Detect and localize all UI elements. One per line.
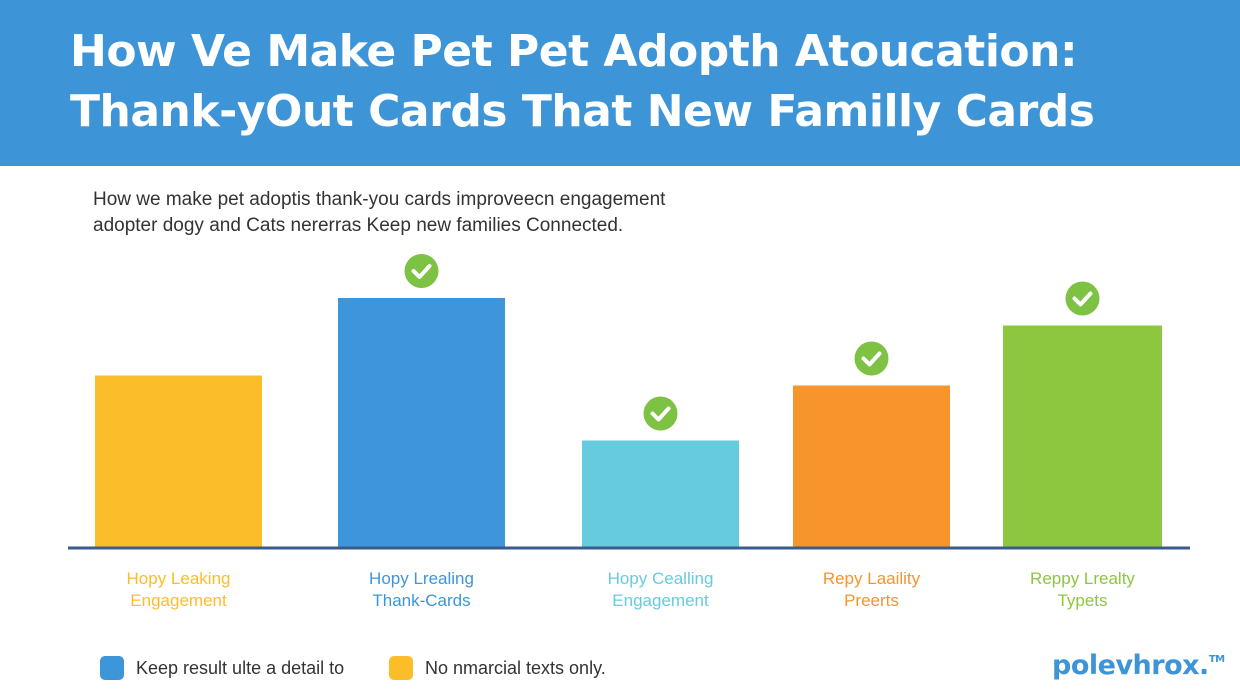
title-line-2: Thank-yOut Cards That New Familly Cards bbox=[70, 86, 1095, 137]
logo-tm: TM bbox=[1208, 654, 1225, 665]
bar bbox=[582, 440, 739, 548]
subtitle-line-1: How we make pet adoptis thank-you cards … bbox=[93, 189, 666, 210]
category-label: Engagement bbox=[130, 591, 227, 610]
check-icon bbox=[1065, 281, 1100, 316]
check-icon bbox=[643, 396, 678, 431]
check-icon bbox=[854, 341, 889, 376]
legend-swatch bbox=[100, 656, 124, 680]
subtitle-line-2: adopter dogy and Cats nererras Keep new … bbox=[93, 215, 624, 236]
legend-item: Keep result ulte a detail to bbox=[100, 656, 344, 680]
header-banner: How Ve Make Pet Pet Adopth Atoucation: T… bbox=[0, 0, 1240, 166]
category-label: Thank-Cards bbox=[372, 591, 470, 610]
logo: polevhrox.TM bbox=[1052, 650, 1225, 681]
bar bbox=[793, 385, 950, 548]
bar bbox=[338, 298, 505, 548]
legend-label: No nmarcial texts only. bbox=[425, 657, 606, 678]
subtitle: How we make pet adoptis thank-you cards … bbox=[93, 187, 665, 239]
category-label: Reppy Lrealty bbox=[1030, 569, 1135, 588]
check-mark bbox=[411, 264, 432, 279]
category-label: Engagement bbox=[612, 591, 709, 610]
legend-item: No nmarcial texts only. bbox=[389, 656, 606, 680]
check-icon bbox=[404, 254, 439, 288]
category-label: Preerts bbox=[844, 591, 899, 610]
category-label: Hopy Cealling bbox=[608, 569, 714, 588]
check-mark bbox=[861, 351, 882, 367]
bar bbox=[1003, 325, 1162, 548]
category-label: Repy Laaility bbox=[823, 569, 921, 588]
title-line-1: How Ve Make Pet Pet Adopth Atoucation: bbox=[70, 26, 1078, 77]
logo-text: polevhrox. bbox=[1052, 650, 1209, 681]
legend-swatch bbox=[389, 656, 413, 680]
check-mark bbox=[1072, 291, 1093, 307]
category-label: Typets bbox=[1057, 591, 1107, 610]
page-title: How Ve Make Pet Pet Adopth Atoucation: T… bbox=[70, 22, 1095, 142]
bar bbox=[95, 375, 262, 548]
category-label: Hopy Leaking bbox=[127, 569, 231, 588]
category-label: Hopy Lrealing bbox=[369, 569, 474, 588]
legend-label: Keep result ulte a detail to bbox=[136, 657, 345, 678]
check-mark bbox=[650, 406, 671, 422]
